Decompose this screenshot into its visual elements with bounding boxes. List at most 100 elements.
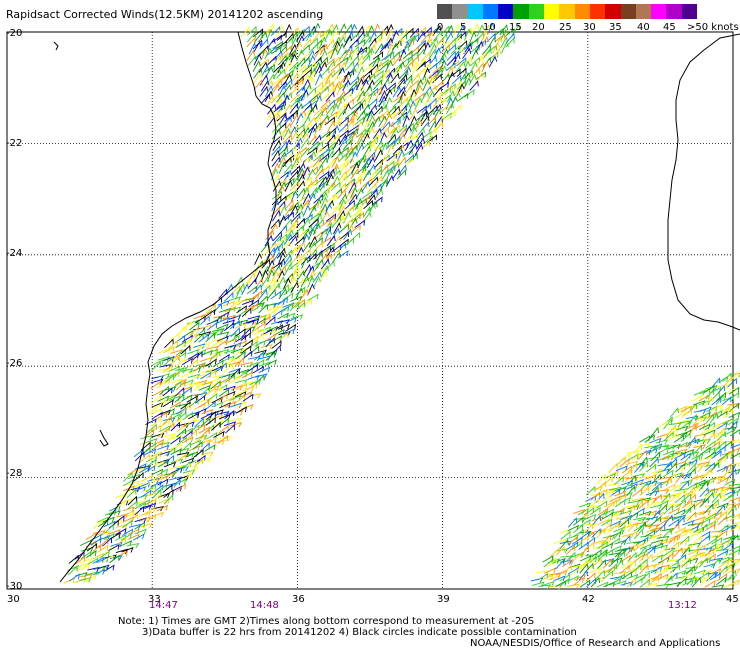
wind-barb — [428, 42, 437, 55]
wind-barb — [300, 165, 310, 176]
wind-barb — [475, 62, 485, 74]
wind-barb — [141, 475, 153, 482]
wind-barb — [313, 94, 322, 107]
wind-barb — [656, 536, 670, 542]
wind-barb — [391, 168, 401, 180]
wind-barb — [187, 430, 198, 440]
wind-barb — [378, 141, 389, 150]
wind-barb — [266, 109, 275, 121]
wind-barb — [354, 197, 363, 211]
wind-barb — [416, 61, 426, 72]
wind-barb — [416, 137, 426, 149]
wind-barb — [312, 91, 322, 103]
wind-barb — [210, 350, 221, 360]
wind-barb — [619, 510, 633, 516]
wind-barb — [159, 385, 169, 396]
wind-barb — [638, 456, 648, 468]
wind-barb — [254, 349, 267, 355]
wind-barb — [705, 384, 718, 391]
wind-barb — [103, 564, 115, 572]
coastline-africa — [59, 31, 277, 583]
wind-barb — [699, 517, 711, 525]
wind-barb — [380, 68, 390, 79]
wind-barb — [271, 245, 280, 258]
wind-barb — [615, 494, 627, 503]
wind-barb — [356, 46, 368, 56]
wind-barb — [289, 301, 299, 312]
wind-barb — [156, 483, 167, 493]
wind-barb — [408, 50, 419, 60]
wind-barb — [348, 80, 358, 92]
wind-barb — [670, 563, 680, 574]
wind-barb — [632, 473, 645, 479]
wind-barb — [258, 31, 268, 43]
wind-barb — [170, 434, 184, 441]
wind-barb — [199, 362, 212, 369]
wind-barb — [241, 381, 255, 387]
wind-barb — [252, 290, 263, 301]
wind-barb — [198, 333, 209, 343]
wind-barb — [210, 380, 221, 390]
legend-label: 40 — [637, 22, 650, 33]
wind-barb — [608, 462, 618, 474]
wind-barb — [265, 349, 278, 356]
wind-barb — [290, 190, 299, 203]
wind-barb — [687, 474, 698, 483]
wind-barb — [121, 487, 131, 498]
wind-barb — [344, 188, 355, 199]
wind-barb — [200, 371, 212, 380]
wind-barb — [723, 402, 734, 413]
wind-barb — [597, 507, 609, 516]
wind-barb — [284, 199, 294, 210]
wind-barb — [324, 146, 334, 158]
wind-barb — [456, 24, 465, 37]
wind-barb — [290, 130, 299, 143]
wind-barb — [140, 489, 152, 498]
wind-barb — [596, 500, 608, 509]
wind-barb — [426, 116, 437, 127]
wind-barb — [428, 37, 438, 49]
wind-barb — [686, 511, 697, 522]
wind-barb — [200, 310, 213, 318]
wind-barb — [145, 477, 155, 488]
legend-swatch — [635, 4, 652, 19]
legend-label: 35 — [609, 22, 622, 33]
wind-barb — [428, 84, 438, 96]
wind-barb — [278, 171, 289, 181]
wind-barb — [597, 540, 611, 546]
wind-barb — [175, 358, 186, 368]
wind-barb — [691, 453, 704, 460]
wind-barb — [115, 528, 127, 536]
wind-barb — [319, 107, 328, 119]
wind-barb — [264, 90, 274, 103]
wind-barb — [295, 112, 304, 125]
wind-barb — [324, 81, 334, 92]
wind-barb — [162, 364, 173, 374]
wind-barb — [338, 198, 347, 212]
wind-barb — [252, 303, 263, 312]
wind-barb — [440, 48, 449, 61]
wind-barb — [199, 442, 210, 452]
wind-barb — [157, 428, 168, 438]
wind-barb — [218, 417, 229, 427]
wind-barb — [300, 89, 309, 102]
wind-barb — [698, 557, 709, 568]
wind-barb — [450, 68, 461, 77]
wind-barb — [344, 156, 354, 168]
wind-barb — [716, 549, 729, 557]
wind-barb — [674, 569, 687, 576]
wind-barb — [700, 455, 713, 461]
wind-barb — [428, 127, 438, 138]
wind-barb — [420, 90, 429, 103]
wind-barb — [409, 99, 419, 109]
wind-barb — [254, 340, 266, 347]
wind-barb — [343, 217, 354, 228]
wind-barb — [295, 85, 306, 96]
wind-barb — [272, 173, 281, 186]
wind-barb — [230, 327, 241, 338]
wind-barb — [680, 461, 690, 472]
wind-barb — [433, 30, 443, 42]
wind-barb — [662, 469, 674, 478]
wind-barb — [285, 229, 294, 241]
wind-barb — [283, 169, 293, 182]
